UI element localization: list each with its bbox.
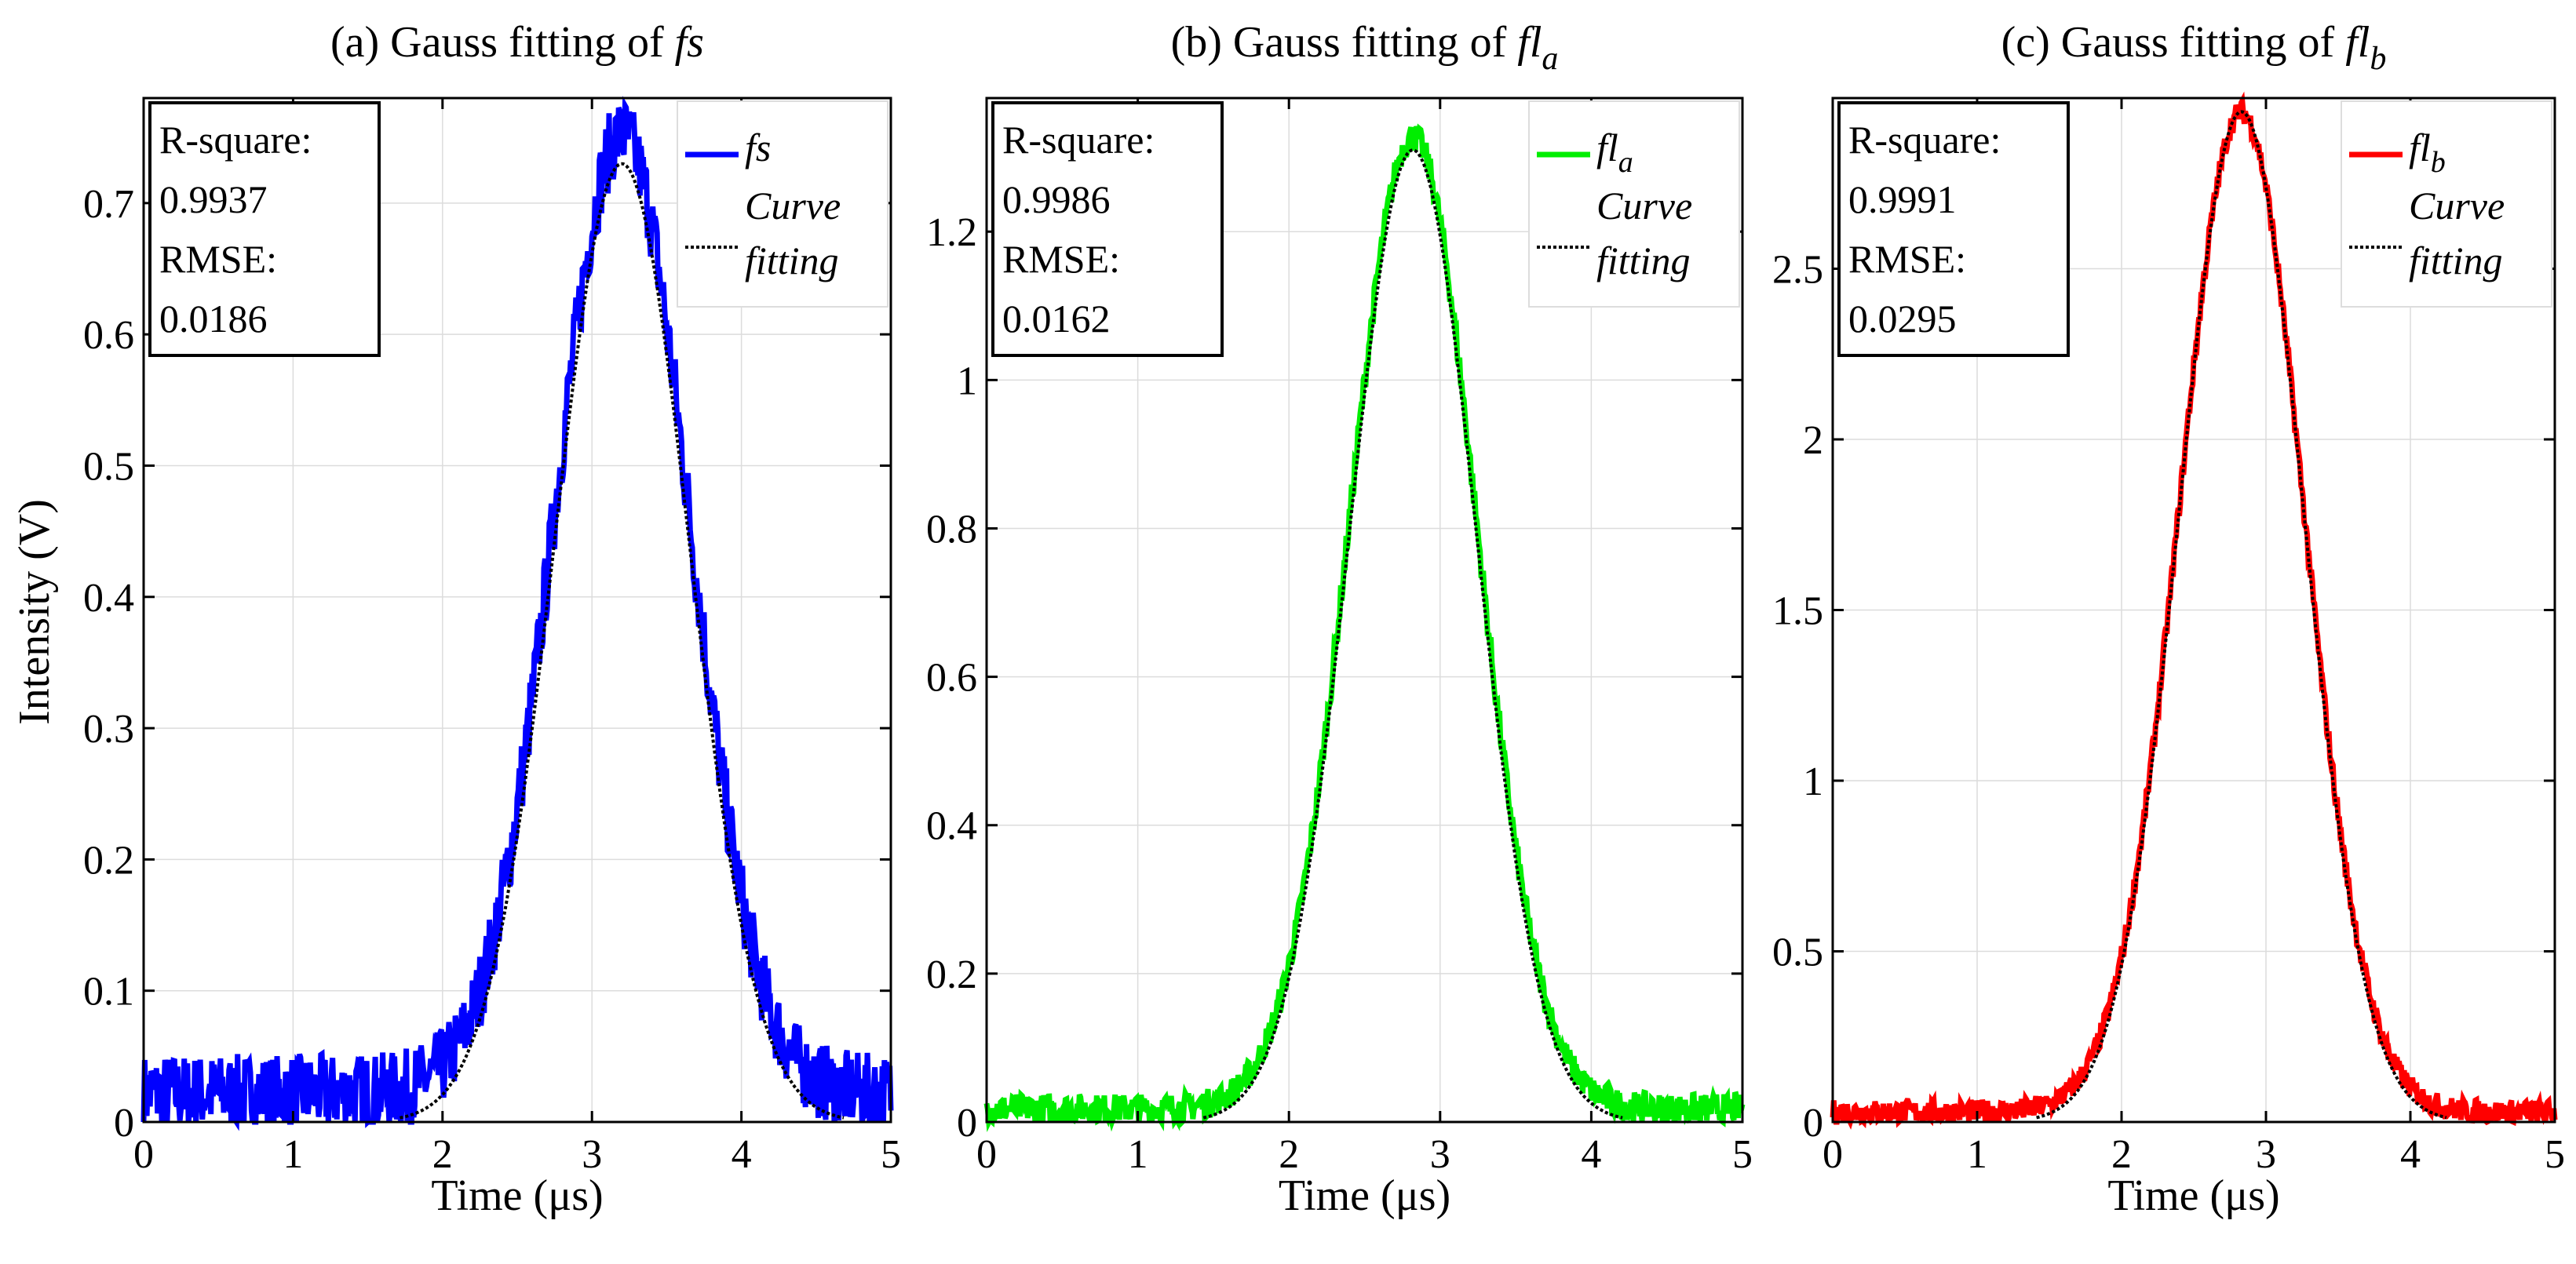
y-tick-label: 0.2 — [926, 953, 977, 997]
stats-rmse-value: 0.0295 — [1848, 297, 1957, 341]
legend-box — [1528, 100, 1740, 308]
stats-r-label: R-square: — [1848, 118, 2001, 162]
y-tick-label: 0 — [114, 1101, 134, 1146]
y-tick-label: 0.3 — [83, 707, 134, 752]
stats-box — [1837, 101, 2070, 357]
chart-title: (b) Gauss fitting of fla — [1171, 18, 1559, 77]
y-tick-label: 0.7 — [83, 182, 134, 227]
legend-box — [2341, 100, 2552, 308]
x-tick-label: 2 — [2111, 1132, 2132, 1177]
stats-box — [991, 101, 1224, 357]
y-tick-label: 0 — [1803, 1101, 1823, 1146]
x-tick-label: 5 — [881, 1132, 901, 1177]
x-tick-label: 3 — [582, 1132, 602, 1177]
y-axis-label: Intensity (V) — [10, 499, 59, 725]
stats-r-value: 0.9991 — [1848, 177, 1957, 221]
y-tick-label: 0.4 — [83, 576, 134, 621]
x-tick-label: 1 — [1128, 1132, 1148, 1177]
stats-rmse-value: 0.0162 — [1002, 297, 1111, 341]
stats-rmse-label: RMSE: — [1848, 237, 1966, 281]
y-tick-label: 0.5 — [83, 444, 134, 489]
x-axis-label: Time (μs) — [1279, 1171, 1450, 1220]
y-tick-label: 0.5 — [1772, 931, 1823, 975]
x-axis-label: Time (μs) — [2107, 1171, 2279, 1220]
stats-rmse-value: 0.0186 — [159, 297, 268, 341]
y-tick-label: 0.1 — [83, 970, 134, 1014]
x-tick-label: 2 — [432, 1132, 453, 1177]
legend-box — [677, 100, 888, 308]
x-tick-label: 1 — [1967, 1132, 1987, 1177]
series-line-fit — [2036, 110, 2447, 1120]
legend-label-measured: fs — [745, 126, 771, 169]
plot-frame — [985, 97, 1744, 1124]
legend-label-fit: Curve — [1596, 184, 1692, 228]
legend-label-fit: Curve — [2409, 184, 2505, 228]
stats-r-value: 0.9937 — [159, 177, 268, 221]
legend-label-fit: fitting — [745, 239, 838, 282]
y-tick-label: 0.6 — [926, 656, 977, 701]
x-tick-label: 0 — [1823, 1132, 1843, 1177]
stats-rmse-label: RMSE: — [1002, 237, 1120, 281]
x-tick-label: 3 — [1430, 1132, 1450, 1177]
chart-panel-3: 0 1 2 3 4 5 0 0.5 1 1.5 2 2.5 Time (μs) (c) Gauss fit… — [1772, 18, 2565, 1220]
y-tick-label: 2.5 — [1772, 248, 1823, 293]
x-tick-label: 4 — [1581, 1132, 1601, 1177]
x-tick-label: 0 — [133, 1132, 154, 1177]
y-tick-label: 0.4 — [926, 804, 977, 849]
y-tick-label: 0.8 — [926, 507, 977, 552]
y-tick-label: 0.6 — [83, 313, 134, 358]
x-tick-label: 3 — [2256, 1132, 2276, 1177]
x-tick-label: 0 — [976, 1132, 997, 1177]
chart-panel-1: 0 1 2 3 4 5 0 0.1 0.2 0.3 0.4 0.5 0.6 0.7 Time (μs) (a)… — [83, 18, 901, 1220]
legend-label-fit: fitting — [2409, 239, 2502, 282]
stats-r-label: R-square: — [1002, 118, 1155, 162]
x-axis-label: Time (μs) — [431, 1171, 603, 1220]
x-tick-label: 4 — [732, 1132, 752, 1177]
y-tick-label: 0.2 — [83, 838, 134, 883]
legend-label-measured: flb — [2409, 126, 2446, 179]
legend-label-fit: fitting — [1596, 239, 1690, 282]
x-tick-label: 5 — [2545, 1132, 2565, 1177]
chart-title: (a) Gauss fitting of fs — [330, 18, 704, 67]
stats-box — [148, 101, 381, 357]
series-line-measured — [140, 96, 894, 1131]
y-tick-label: 1 — [1803, 759, 1823, 804]
series-line-measured — [983, 123, 1746, 1132]
y-tick-label: 2 — [1803, 418, 1823, 463]
legend-label-measured: fla — [1596, 126, 1633, 179]
series-line-fit — [400, 162, 845, 1120]
stats-r-label: R-square: — [159, 118, 312, 162]
plot-frame — [142, 97, 892, 1124]
chart-panel-2: 0 1 2 3 4 5 0 0.2 0.4 0.6 0.8 1 1.2 Time (μs) (b) Gaus… — [926, 18, 1753, 1220]
legend-label-fit: Curve — [745, 184, 841, 228]
y-tick-label: 1 — [957, 359, 977, 403]
y-tick-label: 1.5 — [1772, 589, 1823, 634]
stats-rmse-label: RMSE: — [159, 237, 277, 281]
x-tick-label: 4 — [2400, 1132, 2421, 1177]
y-tick-label: 0 — [957, 1101, 977, 1146]
chart-title: (c) Gauss fitting of flb — [2001, 18, 2387, 77]
x-tick-label: 1 — [283, 1132, 303, 1177]
x-tick-label: 5 — [1732, 1132, 1753, 1177]
x-tick-label: 2 — [1279, 1132, 1299, 1177]
stats-r-value: 0.9986 — [1002, 177, 1111, 221]
y-tick-label: 1.2 — [926, 210, 977, 255]
